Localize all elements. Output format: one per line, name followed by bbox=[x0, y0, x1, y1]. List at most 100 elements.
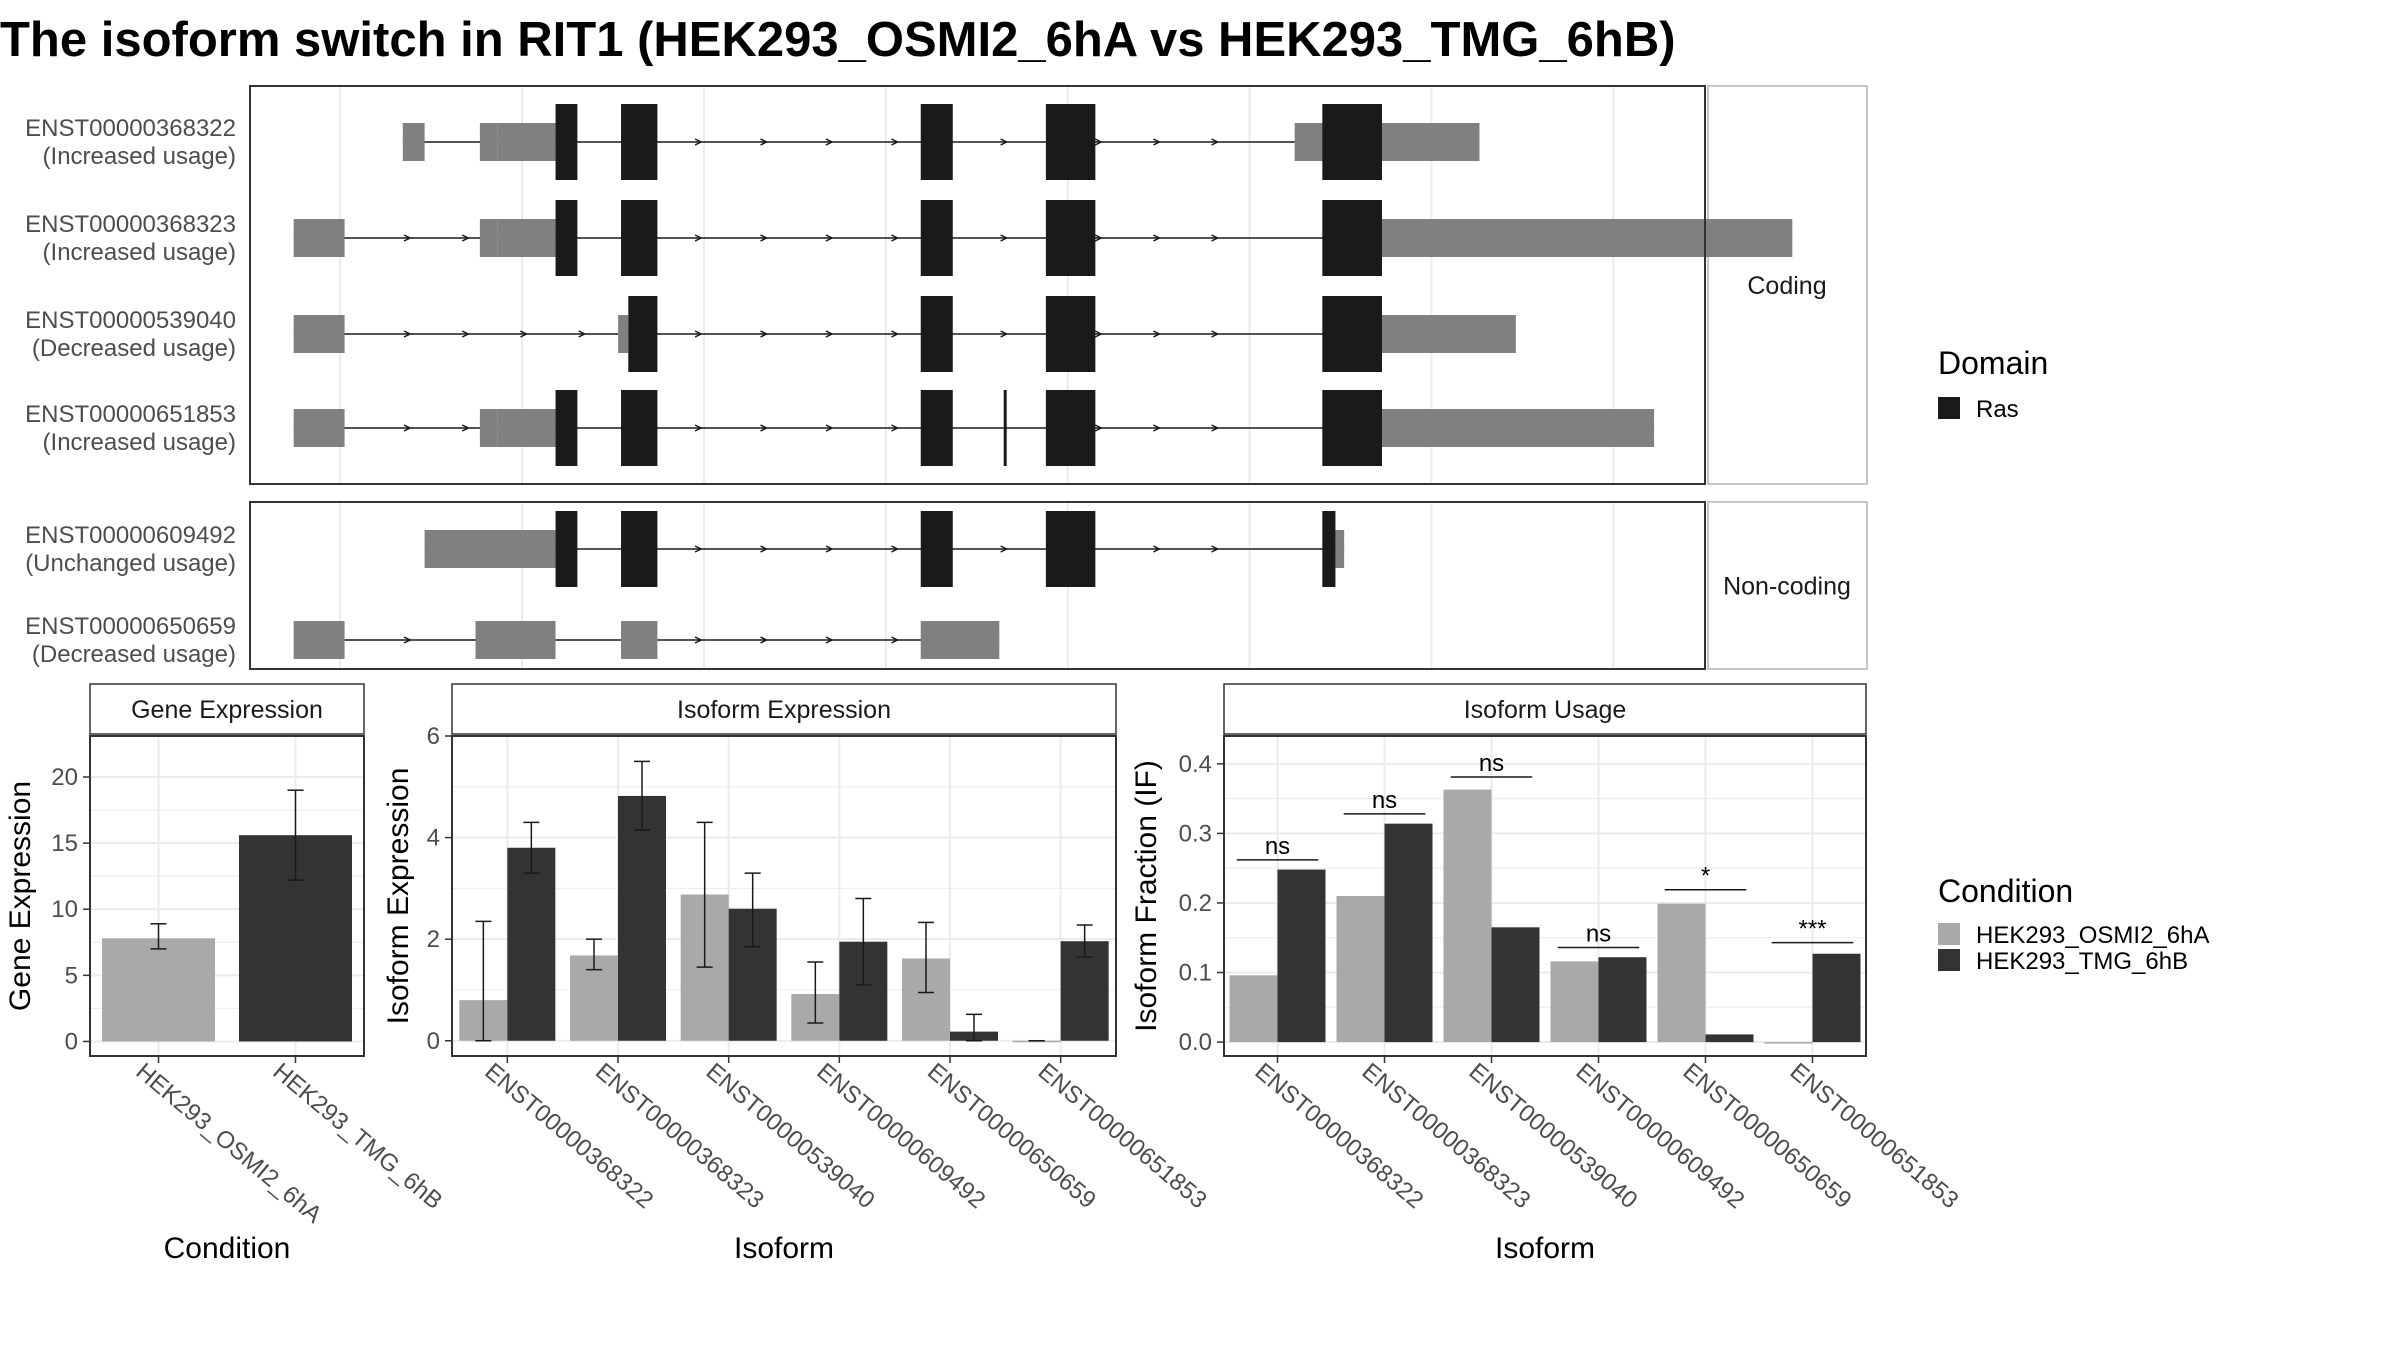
intron-direction-arrow bbox=[578, 330, 587, 338]
ras-domain-exon bbox=[1045, 390, 1096, 466]
panel-strip-title: Isoform Usage bbox=[1464, 696, 1627, 724]
ras-domain-exon bbox=[555, 200, 578, 276]
intron-direction-arrow bbox=[1000, 330, 1009, 338]
y-tick-label: 0 bbox=[427, 1028, 440, 1055]
structure-panel-border bbox=[249, 85, 1706, 485]
intron-direction-arrow bbox=[760, 636, 769, 644]
significance-label: ns bbox=[1372, 787, 1397, 814]
ras-domain-exon bbox=[1322, 511, 1336, 587]
utr-exon bbox=[475, 621, 556, 659]
ras-domain-exon bbox=[621, 390, 658, 466]
intron-direction-arrow bbox=[694, 330, 703, 338]
significance-label: * bbox=[1701, 863, 1710, 890]
intron-direction-arrow bbox=[461, 424, 470, 432]
utr-exon bbox=[402, 123, 425, 161]
intron-direction-arrow bbox=[1094, 330, 1103, 338]
y-tick-label: 2 bbox=[427, 926, 440, 953]
gene-expression-panel: Gene Expression05101520HEK293_OSMI2_6hAH… bbox=[4, 683, 447, 1265]
y-axis-title: Gene Expression bbox=[4, 781, 37, 1011]
bar bbox=[1764, 1042, 1813, 1044]
facet-strip-label: Coding bbox=[1747, 272, 1826, 300]
bar bbox=[1491, 927, 1540, 1043]
panel-border bbox=[89, 735, 365, 1057]
transcript-id-label: ENST00000650659 bbox=[25, 613, 236, 640]
utr-exon bbox=[1381, 315, 1516, 353]
condition-legend-swatch bbox=[1938, 949, 1960, 971]
intron-direction-arrow bbox=[891, 424, 900, 432]
y-tick-label: 15 bbox=[51, 830, 78, 857]
transcript-usage-label: (Unchanged usage) bbox=[25, 550, 236, 577]
intron-direction-arrow bbox=[1094, 424, 1103, 432]
utr-exon bbox=[618, 315, 629, 353]
intron-direction-arrow bbox=[403, 330, 412, 338]
y-axis-title: Isoform Expression bbox=[382, 768, 415, 1025]
condition-legend-title: Condition bbox=[1938, 873, 2073, 909]
transcript-usage-label: (Increased usage) bbox=[43, 239, 236, 266]
utr-exon bbox=[1381, 409, 1655, 447]
x-axis-title: Isoform bbox=[734, 1232, 834, 1265]
y-tick-label: 0.2 bbox=[1179, 890, 1212, 917]
panel-background bbox=[452, 736, 1116, 1056]
ras-domain-exon bbox=[920, 104, 953, 180]
significance-label: ns bbox=[1479, 750, 1504, 777]
panel-strip-title: Gene Expression bbox=[131, 696, 323, 724]
ras-domain-exon bbox=[1322, 200, 1382, 276]
significance-label: ns bbox=[1586, 920, 1611, 947]
intron-direction-arrow bbox=[825, 330, 834, 338]
isoform-usage-panel: Isoform Usagensnsnsns****0.00.10.20.30.4… bbox=[1130, 683, 1964, 1265]
ras-domain-exon bbox=[920, 200, 953, 276]
significance-label: ns bbox=[1265, 833, 1290, 860]
ras-domain-exon bbox=[628, 296, 658, 372]
intron-direction-arrow bbox=[891, 545, 900, 553]
domain-legend-swatch bbox=[1938, 397, 1960, 419]
y-tick-label: 0.1 bbox=[1179, 960, 1212, 987]
utr-exon bbox=[1381, 219, 1793, 257]
panel-strip bbox=[89, 683, 365, 735]
transcript-usage-label: (Decreased usage) bbox=[32, 641, 236, 668]
intron-direction-arrow bbox=[760, 138, 769, 146]
y-tick-label: 0.4 bbox=[1179, 751, 1212, 778]
intron-direction-arrow bbox=[1153, 545, 1162, 553]
intron-direction-arrow bbox=[825, 636, 834, 644]
intron-direction-arrow bbox=[1211, 138, 1220, 146]
panel-strip bbox=[1223, 683, 1867, 735]
y-tick-label: 5 bbox=[65, 962, 78, 989]
condition-legend-label: HEK293_TMG_6hB bbox=[1976, 948, 2188, 975]
y-tick-label: 0 bbox=[65, 1028, 78, 1055]
bar bbox=[1336, 896, 1385, 1043]
domain-legend-title: Domain bbox=[1938, 345, 2048, 381]
bar bbox=[1060, 941, 1109, 1041]
bar bbox=[1657, 903, 1706, 1043]
intron-direction-arrow bbox=[1211, 330, 1220, 338]
utr-exon bbox=[479, 409, 498, 447]
panel-strip-title: Isoform Expression bbox=[677, 696, 891, 724]
intron-direction-arrow bbox=[694, 234, 703, 242]
transcript-usage-label: (Increased usage) bbox=[43, 429, 236, 456]
utr-exon bbox=[293, 315, 345, 353]
ras-domain-exon bbox=[1045, 296, 1096, 372]
ras-domain-exon bbox=[1045, 104, 1096, 180]
intron-direction-arrow bbox=[1000, 234, 1009, 242]
bar bbox=[1384, 823, 1433, 1043]
facet-strip bbox=[1707, 501, 1868, 670]
panel-background bbox=[1224, 736, 1866, 1056]
ras-domain-exon bbox=[920, 390, 953, 466]
significance-label: *** bbox=[1798, 916, 1826, 943]
facet-strip bbox=[1707, 85, 1868, 485]
transcript-usage-label: (Decreased usage) bbox=[32, 335, 236, 362]
utr-exon bbox=[497, 409, 556, 447]
transcript-id-label: ENST00000651853 bbox=[25, 401, 236, 428]
intron-direction-arrow bbox=[1211, 545, 1220, 553]
ras-domain-exon bbox=[555, 104, 578, 180]
intron-direction-arrow bbox=[1000, 545, 1009, 553]
transcript-id-label: ENST00000368322 bbox=[25, 115, 236, 142]
intron-direction-arrow bbox=[760, 234, 769, 242]
intron-direction-arrow bbox=[694, 636, 703, 644]
utr-exon bbox=[424, 530, 556, 568]
y-tick-label: 0.3 bbox=[1179, 820, 1212, 847]
utr-exon bbox=[479, 123, 498, 161]
facet-strip-label: Non-coding bbox=[1723, 573, 1851, 601]
condition-legend-swatch bbox=[1938, 923, 1960, 945]
utr-exon bbox=[293, 621, 345, 659]
